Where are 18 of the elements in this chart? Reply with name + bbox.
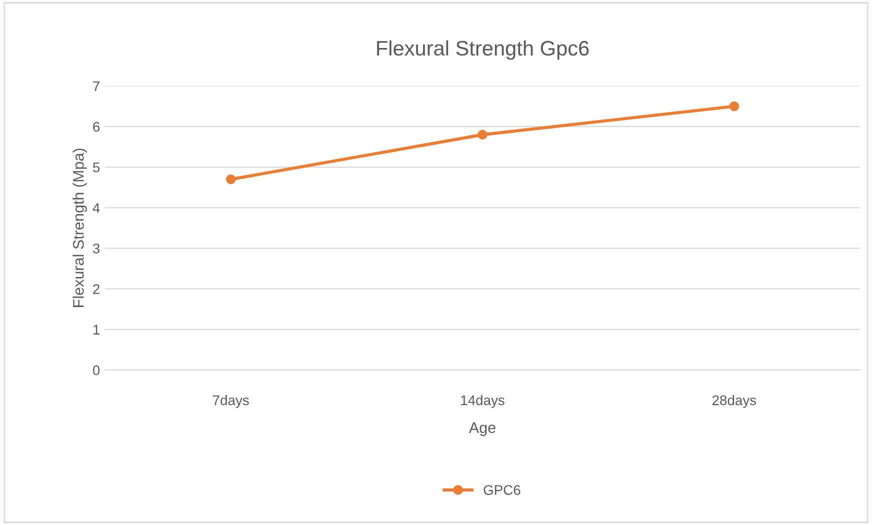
point: [729, 101, 740, 112]
y-axis-title: Flexural Strength (Mpa): [72, 148, 87, 307]
y-tick-label: 4: [92, 203, 100, 213]
y-tick-label: 0: [92, 365, 100, 376]
x-axis-title: Age: [468, 422, 496, 436]
y-tick-label: 5: [92, 162, 100, 172]
x-tick-label: 14days: [461, 395, 504, 408]
point: [478, 130, 488, 140]
y-tick-label: 2: [93, 284, 100, 294]
point: [226, 174, 236, 184]
y-tick-label: 7: [93, 81, 100, 92]
x-tick-label: 7days: [213, 395, 249, 408]
legend-label: GPC6: [484, 485, 520, 495]
y-tick-label: 3: [92, 244, 100, 254]
x-tick-label: 28days: [712, 395, 756, 408]
y-tick-label: 6: [93, 122, 100, 132]
y-tick-label: 1: [93, 324, 100, 334]
chart-title: Flexural Strength Gpc6: [377, 40, 589, 60]
